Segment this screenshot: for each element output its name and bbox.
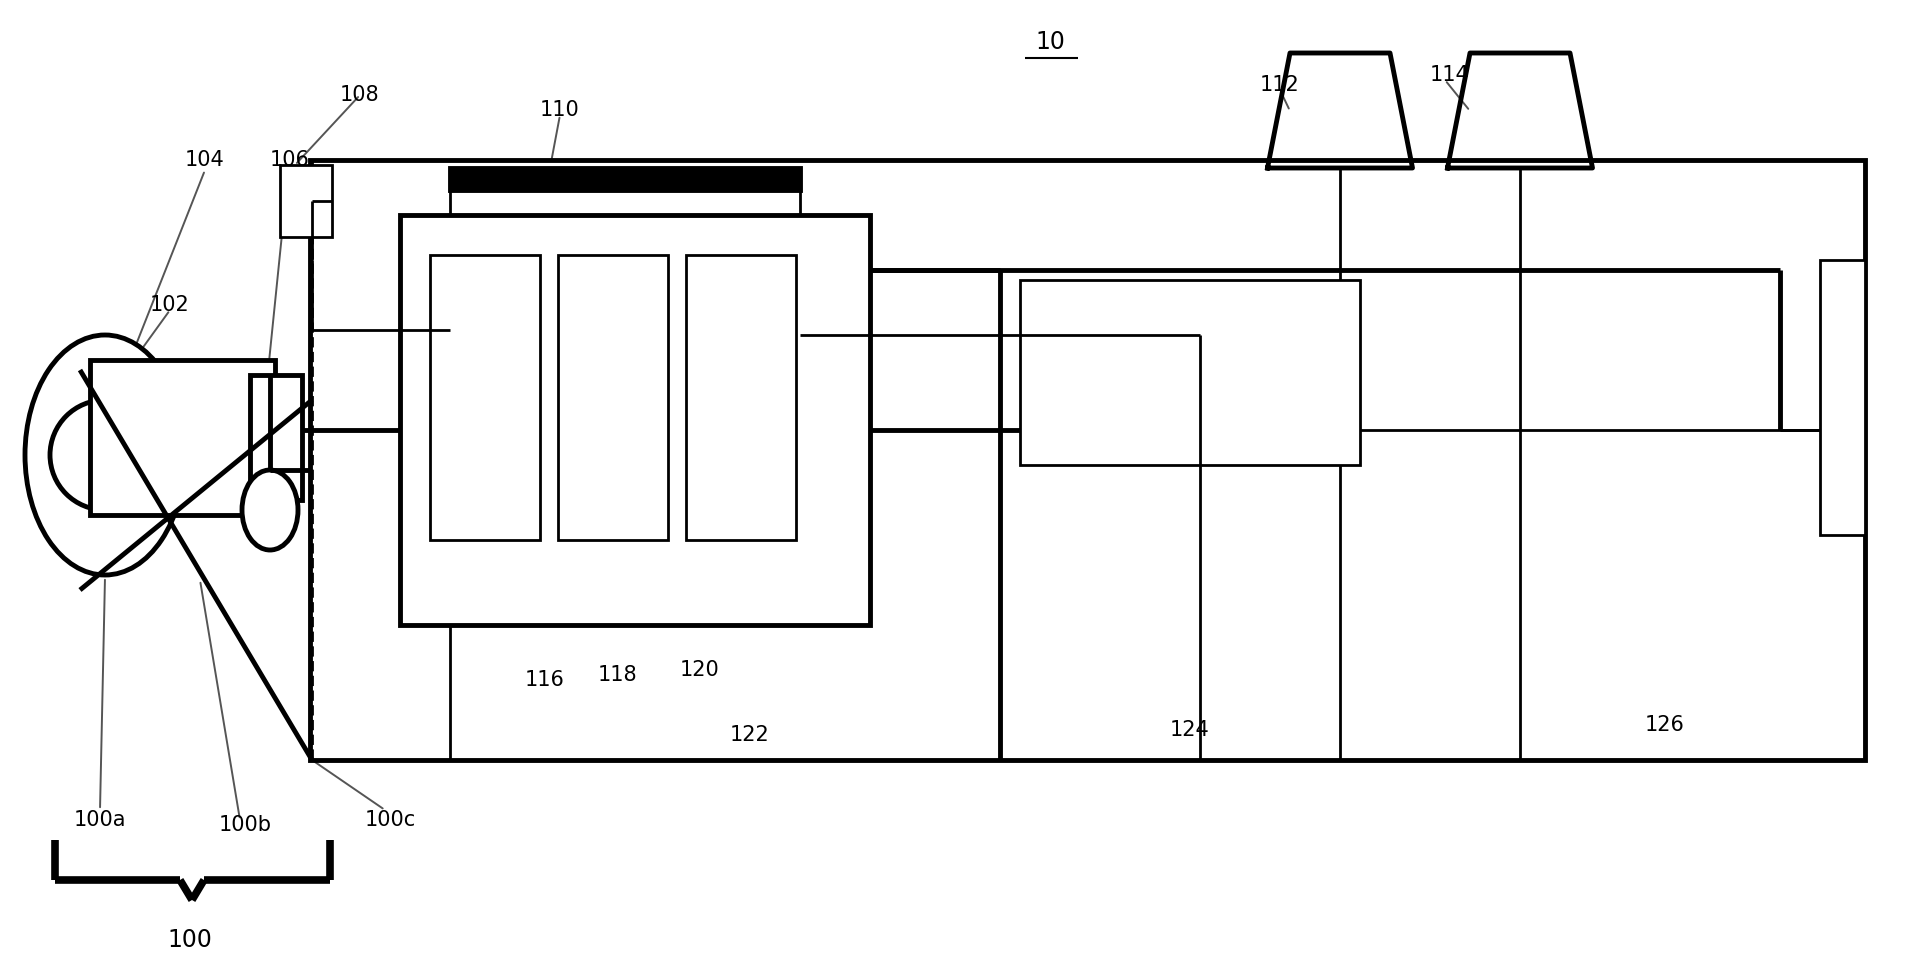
- Text: 100: 100: [168, 928, 213, 952]
- Text: 116: 116: [526, 670, 566, 690]
- Bar: [1819, 260, 1865, 535]
- Text: 126: 126: [1646, 715, 1684, 735]
- Bar: [686, 255, 796, 540]
- Bar: [311, 160, 1865, 760]
- Text: 104: 104: [185, 150, 225, 170]
- Bar: [90, 360, 274, 515]
- Text: 10: 10: [1034, 30, 1065, 54]
- Text: 100a: 100a: [74, 810, 126, 830]
- Bar: [280, 165, 331, 237]
- Bar: [250, 375, 303, 500]
- Text: 114: 114: [1431, 65, 1471, 85]
- Bar: [450, 168, 800, 190]
- Bar: [431, 255, 539, 540]
- Text: 100c: 100c: [364, 810, 415, 830]
- Ellipse shape: [25, 335, 185, 575]
- Text: 120: 120: [680, 660, 720, 680]
- Bar: [558, 255, 669, 540]
- Ellipse shape: [242, 470, 297, 550]
- Text: 112: 112: [1259, 75, 1299, 95]
- Text: 106: 106: [271, 150, 311, 170]
- Text: 102: 102: [150, 295, 190, 315]
- Ellipse shape: [50, 400, 160, 510]
- Text: 124: 124: [1170, 720, 1210, 740]
- Bar: [400, 215, 871, 625]
- Bar: [1019, 280, 1360, 465]
- Text: 108: 108: [341, 85, 379, 105]
- Text: 118: 118: [596, 665, 636, 685]
- Text: 110: 110: [541, 100, 579, 120]
- Text: 122: 122: [730, 725, 770, 745]
- Text: 100b: 100b: [219, 815, 272, 835]
